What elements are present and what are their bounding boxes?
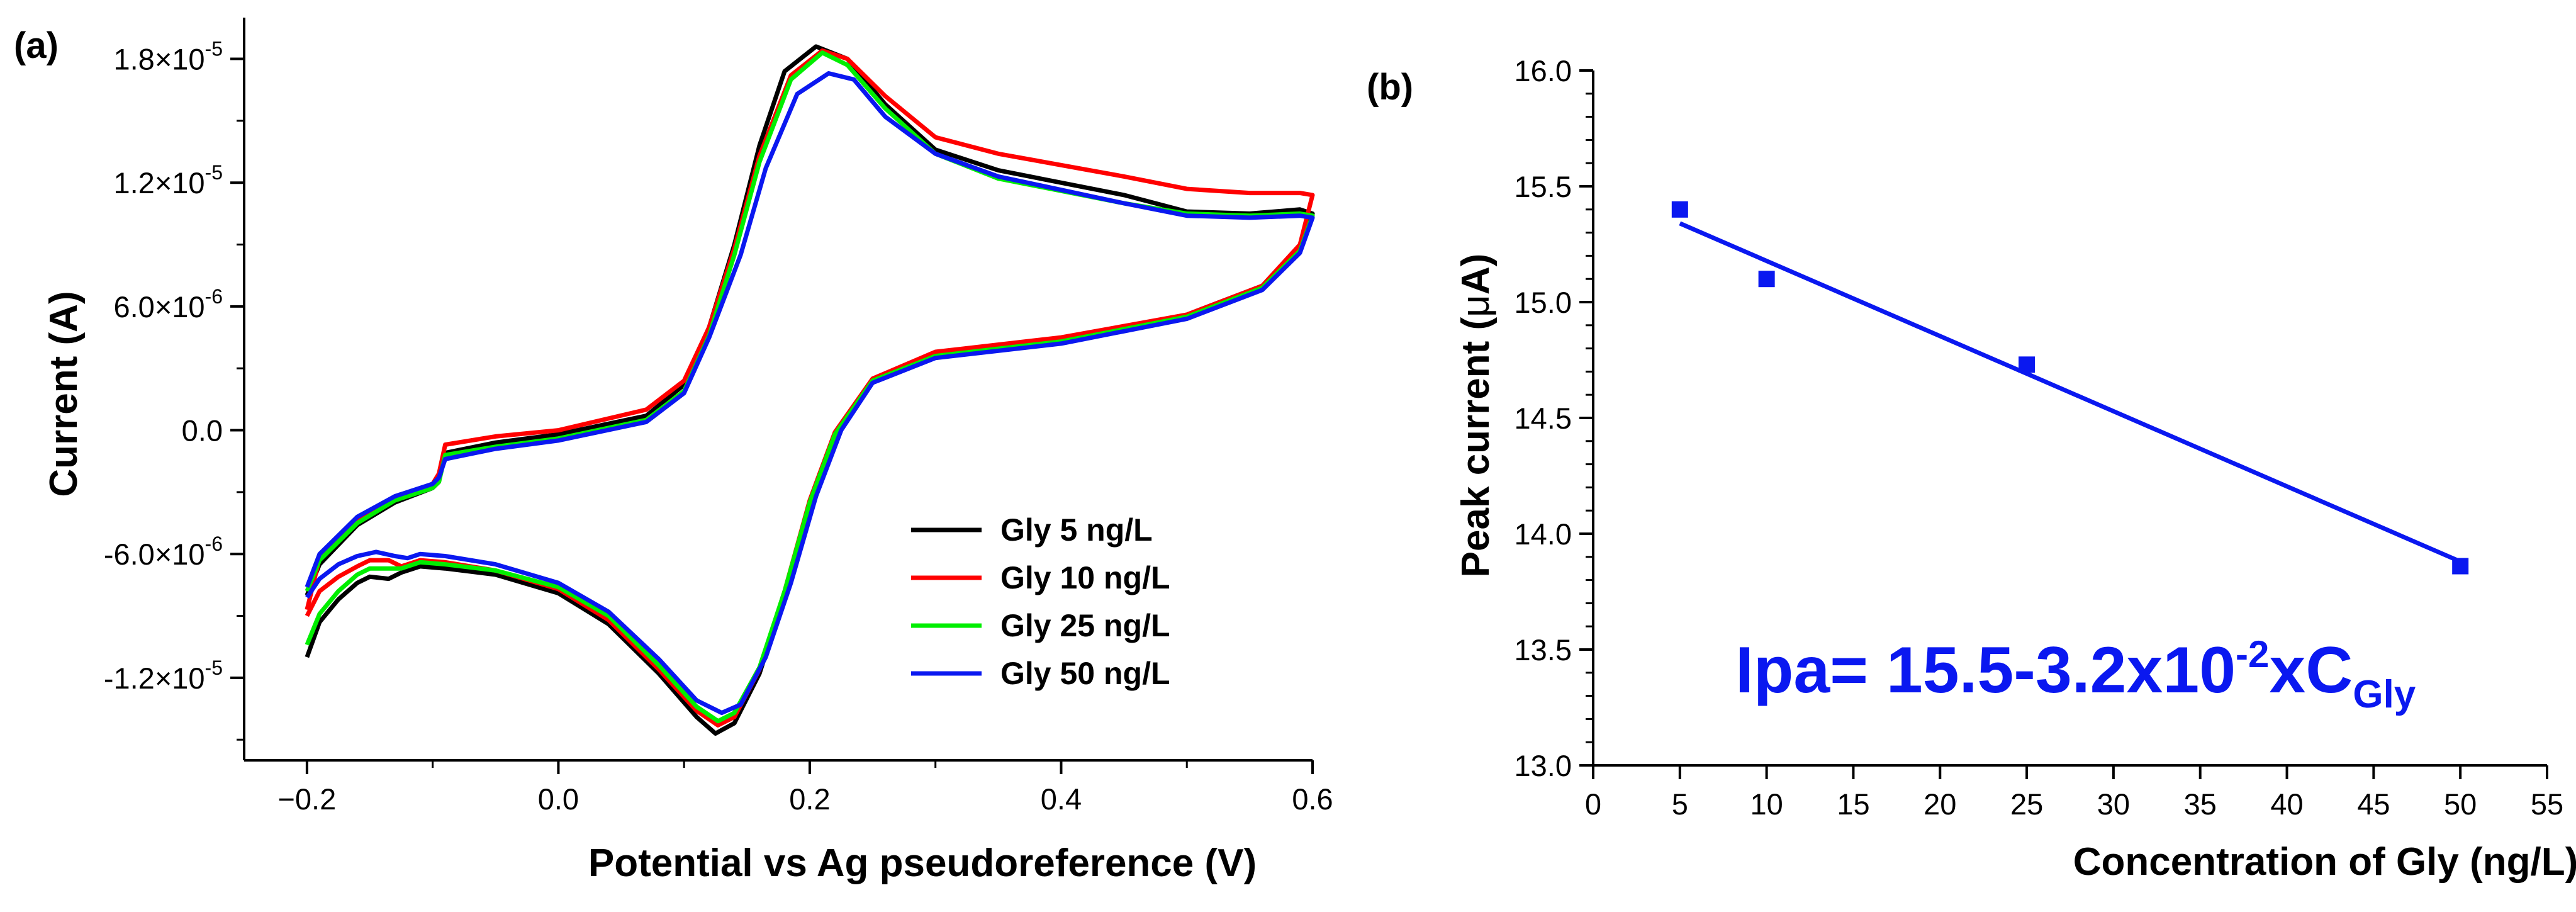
cv-x-axis-title: Potential vs Ag pseudoreference (V) bbox=[588, 842, 1257, 885]
calibration-x-tick-label: 50 bbox=[2444, 787, 2477, 821]
fit-equation: Ipa= 15.5-3.2x10-2xCGly bbox=[1735, 633, 2416, 716]
calibration-x-tick-label: 45 bbox=[2357, 787, 2390, 821]
calibration-y-tick-label: 14.5 bbox=[1515, 402, 1572, 435]
calibration-x-tick-label: 40 bbox=[2270, 787, 2303, 821]
calibration-x-axis-title: Concentration of Gly (ng/L) bbox=[2073, 840, 2576, 884]
calibration-x-tick-label: 10 bbox=[1750, 787, 1783, 821]
cv-y-tick-label: 1.2×10-5 bbox=[113, 161, 223, 200]
calibration-axes: 13.0 13.5 14.0 14.5 15.0 15.5 16.0 0 5 10 15 20 25 30… bbox=[1515, 54, 2564, 821]
ylabel-prefix: Peak current ( bbox=[1454, 317, 1498, 577]
calibration-y-tick-label: 16.0 bbox=[1515, 54, 1572, 87]
cv-x-tick-label: 0.4 bbox=[1041, 782, 1082, 816]
data-point-3 bbox=[2452, 558, 2469, 575]
cv-y-tick-label: -1.2×10-5 bbox=[104, 656, 223, 695]
cv-y-tick-label: 0.0 bbox=[182, 414, 223, 448]
cv-legend: Gly 5 ng/L Gly 10 ng/L Gly 25 ng/L Gly 50 n… bbox=[911, 512, 1170, 691]
cv-y-axis-title: Current (A) bbox=[42, 291, 86, 497]
cv-x-tick-label: −0.2 bbox=[277, 782, 336, 816]
legend-label-3: Gly 50 ng/L bbox=[1000, 656, 1170, 691]
equation-subscript: Gly bbox=[2353, 673, 2416, 716]
fit-line bbox=[1679, 221, 2461, 564]
data-point-2 bbox=[2019, 356, 2036, 373]
calibration-y-axis-title: Peak current (μA) bbox=[1454, 254, 1498, 578]
ylabel-suffix: A) bbox=[1454, 254, 1498, 295]
calibration-chart: 13.0 13.5 14.0 14.5 15.0 15.5 16.0 0 5 10 15 20 25 30… bbox=[1454, 54, 2576, 884]
equation-exponent: -2 bbox=[2236, 633, 2269, 675]
calibration-y-tick-label: 13.0 bbox=[1515, 749, 1572, 782]
ylabel-mu: μ bbox=[1454, 295, 1498, 317]
calibration-y-tick-label: 15.5 bbox=[1515, 170, 1572, 203]
calibration-x-tick-label: 0 bbox=[1585, 787, 1601, 821]
legend-label-0: Gly 5 ng/L bbox=[1000, 512, 1153, 548]
cv-chart: 1.8×10-5 1.2×10-5 6.0×10-6 0.0 -6.0×10-6 -1.2… bbox=[42, 18, 1333, 885]
cv-y-tick-label: 6.0×10-6 bbox=[113, 285, 223, 324]
calibration-x-tick-label: 15 bbox=[1837, 787, 1869, 821]
calibration-x-tick-label: 5 bbox=[1672, 787, 1688, 821]
cv-y-tick-label: -6.0×10-6 bbox=[104, 532, 223, 571]
calibration-y-tick-label: 13.5 bbox=[1515, 633, 1572, 667]
panel-b-label: (b) bbox=[1367, 67, 1413, 108]
calibration-x-tick-label: 55 bbox=[2531, 787, 2563, 821]
calibration-y-tick-label: 15.0 bbox=[1515, 286, 1572, 319]
panel-a-label: (a) bbox=[14, 25, 59, 66]
cv-series-group bbox=[305, 44, 1315, 736]
calibration-x-tick-label: 25 bbox=[2010, 787, 2043, 821]
calibration-x-tick-label: 30 bbox=[2097, 787, 2130, 821]
data-point-0 bbox=[1671, 201, 1688, 218]
calibration-x-tick-label: 20 bbox=[1924, 787, 1956, 821]
cv-series-3 bbox=[305, 71, 1315, 716]
calibration-y-tick-label: 14.0 bbox=[1515, 517, 1572, 551]
cv-axes: 1.8×10-5 1.2×10-5 6.0×10-6 0.0 -6.0×10-6 -1.2… bbox=[104, 18, 1333, 816]
cv-y-tick-label: 1.8×10-5 bbox=[113, 38, 223, 76]
legend-label-2: Gly 25 ng/L bbox=[1000, 608, 1170, 643]
data-point-1 bbox=[1758, 271, 1775, 288]
calibration-x-tick-label: 35 bbox=[2184, 787, 2217, 821]
cv-x-tick-label: 0.0 bbox=[538, 782, 579, 816]
equation-mid: xC bbox=[2269, 634, 2353, 707]
cv-x-tick-label: 0.6 bbox=[1292, 782, 1333, 816]
calibration-points-group bbox=[1671, 201, 2469, 575]
equation-lhs: Ipa= 15.5-3.2x10 bbox=[1735, 634, 2236, 707]
cv-x-tick-label: 0.2 bbox=[789, 782, 830, 816]
legend-label-1: Gly 10 ng/L bbox=[1000, 560, 1170, 595]
calibration-fit-group bbox=[1679, 221, 2461, 564]
